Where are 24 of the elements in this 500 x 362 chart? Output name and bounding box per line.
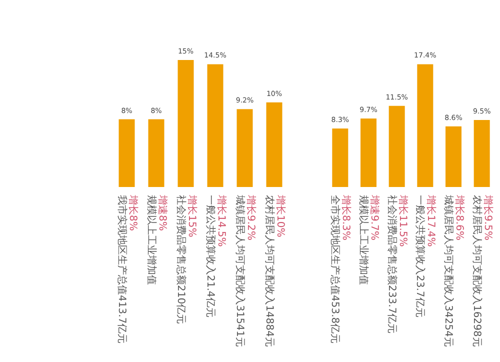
bar — [474, 120, 490, 187]
bar — [118, 119, 135, 187]
x-tick-label: 增长9.2% 城镇居民人均可支配收入31541元 — [234, 194, 257, 347]
bar — [360, 118, 376, 187]
bar — [178, 60, 194, 187]
x-tick-label: 增长8.3% 全市实现地区生产总值453.8亿元 — [329, 194, 352, 344]
bar — [148, 119, 164, 187]
bar — [417, 64, 434, 187]
x-tick-label: 增长10% 农村居民人均可支配收入14884元 — [263, 194, 286, 347]
x-tick-label: 增速9.7% 规模以上工业增加值 — [358, 194, 380, 285]
x-tick-label: 增长8.6% 城镇居民人均可支配收入34254元 — [442, 194, 466, 347]
bar — [236, 109, 253, 187]
x-tick-label: 增长8% 我市实现地区生产总值413.7亿元 — [116, 194, 139, 344]
x-tick-label: 增长17.4% 一般公共预算收入23.7亿元 — [414, 194, 438, 318]
x-tick-label: 增长9.5% 农村居民人均可支配收入16298元 — [470, 194, 494, 347]
x-tick-label: 增长11.5% 社会消费品零售总额233.7亿元 — [386, 194, 409, 334]
x-tick-label: 增速8% 规模以上工业增加值 — [145, 194, 168, 285]
x-tick-label: 增长14.5% 一般公共预算收入21.4亿元 — [204, 194, 228, 318]
bar — [266, 102, 282, 187]
bar — [207, 64, 224, 187]
bar — [388, 106, 405, 187]
bar — [446, 126, 462, 187]
x-tick-label: 增长15% 社会消费品零售总额210亿元 — [174, 194, 198, 324]
bar — [332, 128, 348, 187]
